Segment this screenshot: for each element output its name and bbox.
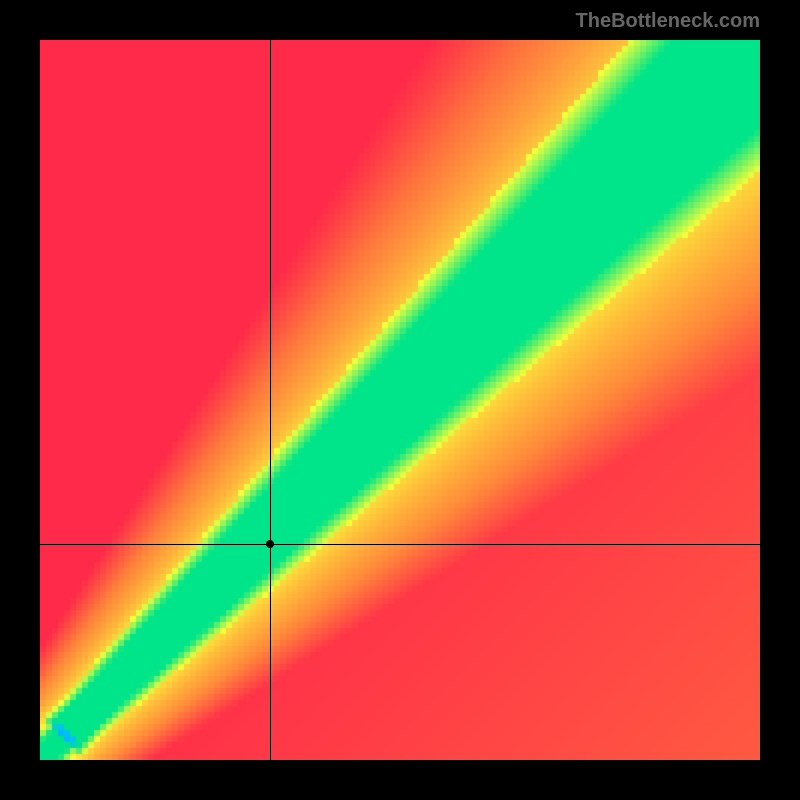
- chart-container: { "chart": { "type": "heatmap", "waterma…: [0, 0, 800, 800]
- crosshair-horizontal: [40, 544, 760, 545]
- crosshair-vertical: [270, 40, 271, 760]
- crosshair-point: [266, 540, 274, 548]
- heatmap-plot: [40, 40, 760, 760]
- watermark-text: TheBottleneck.com: [576, 10, 760, 33]
- heatmap-canvas: [40, 40, 760, 760]
